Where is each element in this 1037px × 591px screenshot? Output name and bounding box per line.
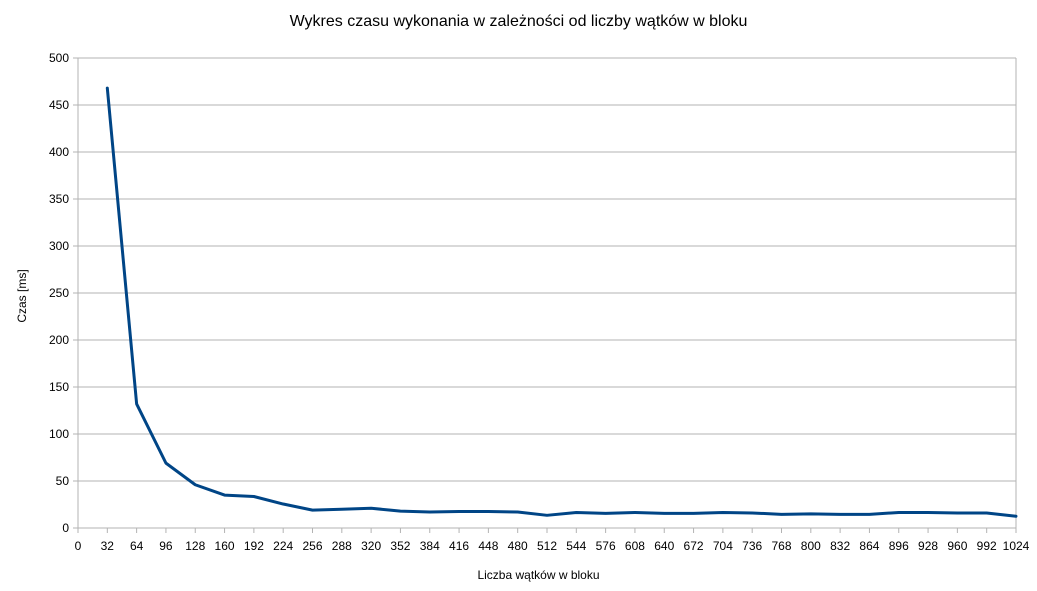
series-line (105, 86, 1018, 518)
y-tick-labels: 0 50 100 150 200 250 300 350 400 450 500 (49, 51, 69, 535)
x-axis-label: Liczba wątków w bloku (477, 568, 600, 582)
series-group (105, 86, 1018, 518)
x-tick-label: 480 (508, 539, 528, 553)
y-tick-label: 400 (49, 145, 69, 159)
chart-title: Wykres czasu wykonania w zależności od l… (289, 13, 748, 30)
x-tick-label: 320 (361, 539, 381, 553)
x-tick-label: 512 (537, 539, 557, 553)
x-tick-label: 32 (101, 539, 115, 553)
y-tick-label: 500 (49, 51, 69, 65)
x-tick-label: 576 (596, 539, 616, 553)
y-tick-label: 350 (49, 192, 69, 206)
x-tick-label: 896 (889, 539, 909, 553)
x-tick-label: 0 (75, 539, 82, 553)
y-tick-label: 100 (49, 427, 69, 441)
x-tick-label: 256 (302, 539, 322, 553)
x-tick-label: 224 (273, 539, 293, 553)
y-tick-label: 200 (49, 333, 69, 347)
axes (73, 57, 1017, 533)
x-tick-label: 608 (625, 539, 645, 553)
x-tick-label: 736 (742, 539, 762, 553)
x-tick-labels: 0 32 64 96 128 160 192 224 256 288 320 352 384 416 448… (75, 539, 1030, 553)
x-tick-label: 544 (566, 539, 586, 553)
x-tick-label: 192 (244, 539, 264, 553)
x-tick-label: 768 (771, 539, 791, 553)
x-tick-label: 800 (801, 539, 821, 553)
x-tick-label: 672 (684, 539, 704, 553)
y-tick-label: 300 (49, 239, 69, 253)
x-tick-label: 864 (859, 539, 879, 553)
x-tick-label: 64 (130, 539, 144, 553)
x-tick-label: 960 (947, 539, 967, 553)
x-tick-label: 128 (185, 539, 205, 553)
x-tick-label: 640 (654, 539, 674, 553)
x-tick-label: 96 (159, 539, 173, 553)
y-tick-label: 50 (56, 474, 70, 488)
x-tick-label: 928 (918, 539, 938, 553)
x-tick-label: 384 (420, 539, 440, 553)
x-tick-label: 288 (332, 539, 352, 553)
x-tick-label: 832 (830, 539, 850, 553)
x-tick-label: 448 (478, 539, 498, 553)
y-tick-label: 150 (49, 380, 69, 394)
y-tick-label: 450 (49, 98, 69, 112)
y-tick-label: 0 (62, 521, 69, 535)
x-tick-label: 352 (390, 539, 410, 553)
gridlines (78, 57, 1016, 482)
x-tick-label: 704 (713, 539, 733, 553)
x-tick-label: 416 (449, 539, 469, 553)
y-tick-label: 250 (49, 286, 69, 300)
x-tick-label: 1024 (1003, 539, 1030, 553)
x-tick-label: 160 (215, 539, 235, 553)
x-tick-label: 992 (977, 539, 997, 553)
